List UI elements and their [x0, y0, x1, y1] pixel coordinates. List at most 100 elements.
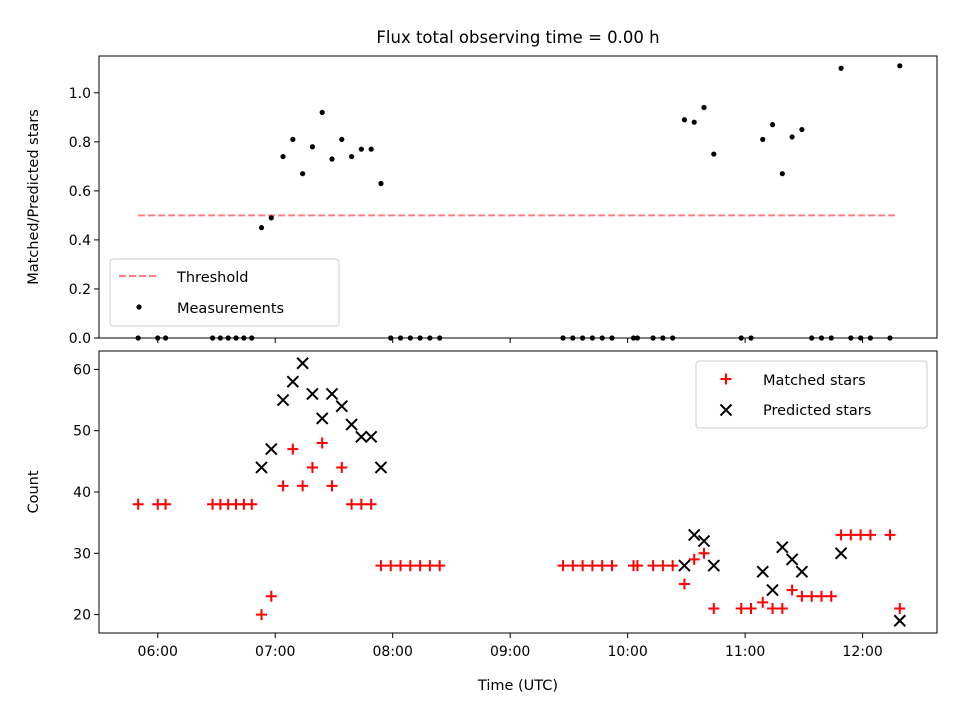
matched-star-point: [757, 596, 769, 608]
matched-star-point: [160, 498, 172, 510]
predicted-star-point: [345, 418, 358, 431]
matched-star-point: [336, 461, 348, 473]
x-tick-label: 08:00: [373, 644, 413, 660]
matched-star-point: [586, 560, 598, 572]
matched-star-point: [132, 498, 144, 510]
matched-star-point: [735, 602, 747, 614]
predicted-star-point: [306, 387, 319, 401]
measurement-point: [290, 136, 296, 142]
x-axis-label: Time (UTC): [477, 678, 558, 694]
y-tick-label: 0.2: [69, 282, 91, 298]
matched-star-point: [864, 529, 876, 541]
measurement-point: [378, 180, 384, 187]
predicted-star-point: [276, 393, 290, 407]
matched-star-point: [796, 590, 808, 602]
matched-star-point: [567, 560, 579, 572]
matched-star-point: [404, 560, 416, 572]
measurement-point: [711, 151, 717, 157]
measurement-point: [258, 225, 265, 231]
measurement-point: [760, 136, 766, 142]
measurement-point: [838, 65, 844, 71]
predicted-star-point: [335, 399, 348, 413]
predicted-star-point: [697, 534, 711, 548]
matched-star-point: [596, 560, 608, 572]
predicted-star-point: [265, 442, 278, 456]
matched-star-point: [306, 461, 318, 473]
ratio-panel: 0.0 0.2 0.4 0.6 0.8 1.0 Threshold Measurements: [69, 55, 938, 347]
bottom-y-axis-label: Count: [26, 470, 42, 513]
matched-star-point: [414, 560, 426, 572]
matched-star-point: [424, 560, 436, 572]
measurement-point: [358, 146, 364, 152]
measurement-point: [319, 109, 325, 115]
matched-star-point: [894, 602, 906, 614]
top-legend-box: [109, 258, 340, 327]
matched-star-point: [395, 560, 407, 572]
measurement-point: [789, 134, 795, 140]
predicted-star-point: [707, 559, 721, 572]
matched-star-point: [577, 560, 589, 572]
measurement-point: [368, 146, 374, 152]
legend-matched-label: Matched stars: [763, 373, 866, 389]
predicted-star-point: [893, 614, 907, 627]
legend-measurement-label: Measurements: [177, 301, 284, 317]
matched-star-point: [365, 498, 377, 510]
predicted-star-point: [688, 528, 701, 542]
matched-star-point: [265, 590, 277, 602]
matched-star-point: [667, 560, 679, 572]
y-tick-label: 50: [73, 424, 91, 440]
predicted-star-point: [756, 565, 769, 578]
measurement-point: [268, 215, 274, 221]
bottom-axes-frame: [98, 350, 938, 634]
matched-star-point: [277, 480, 289, 492]
matched-star-point: [647, 560, 659, 572]
matched-star-point: [806, 590, 818, 602]
matched-star-point: [855, 529, 867, 541]
measurement-point: [897, 63, 903, 69]
matched-star-point: [786, 584, 798, 596]
predicted-star-point: [355, 430, 368, 444]
matched-star-point: [246, 498, 258, 510]
predicted-star-point: [296, 357, 309, 370]
predicted-star-point: [325, 387, 339, 401]
matched-star-point: [316, 437, 328, 449]
matched-star-point: [297, 480, 309, 492]
measurement-point: [681, 117, 688, 123]
y-tick-label: 40: [73, 485, 91, 501]
y-tick-label: 0.8: [69, 135, 91, 151]
legend-threshold-label: Threshold: [176, 270, 248, 286]
predicted-star-point: [834, 547, 848, 560]
y-tick-label: 1.0: [69, 86, 91, 102]
predicted-star-point: [286, 375, 300, 388]
predicted-star-point: [678, 559, 691, 572]
predicted-star-point: [255, 461, 268, 474]
matched-star-point: [815, 590, 827, 602]
matched-star-point: [835, 529, 847, 541]
predicted-star-point: [795, 565, 809, 578]
matched-star-point: [657, 560, 669, 572]
measurement-point: [691, 119, 697, 125]
measurement-point: [701, 104, 707, 111]
legend-measurement-swatch: [136, 304, 142, 310]
legend-matched-swatch: [720, 373, 732, 385]
matched-star-point: [326, 480, 338, 492]
matched-star-point: [606, 560, 618, 572]
predicted-star-point: [766, 583, 779, 597]
count-panel: 20 30 40 50 60 06:00 07:00 08:00 09:00 10:00 11:00…: [73, 350, 938, 660]
x-tick-label: 07:00: [255, 644, 295, 660]
matched-star-point: [776, 602, 788, 614]
top-y-axis-label: Matched/Predicted stars: [26, 109, 42, 285]
measurement-point: [339, 136, 345, 142]
matched-star-point: [698, 547, 710, 559]
top-axes-frame: [98, 55, 938, 339]
x-tick-label: 06:00: [138, 644, 178, 660]
y-tick-label: 20: [73, 608, 91, 624]
matched-star-point: [287, 443, 299, 455]
legend-predicted-swatch: [719, 403, 733, 417]
matched-star-point: [884, 529, 896, 541]
matched-star-point: [767, 602, 779, 614]
y-tick-label: 60: [73, 362, 91, 378]
predicted-star-point: [374, 461, 388, 474]
